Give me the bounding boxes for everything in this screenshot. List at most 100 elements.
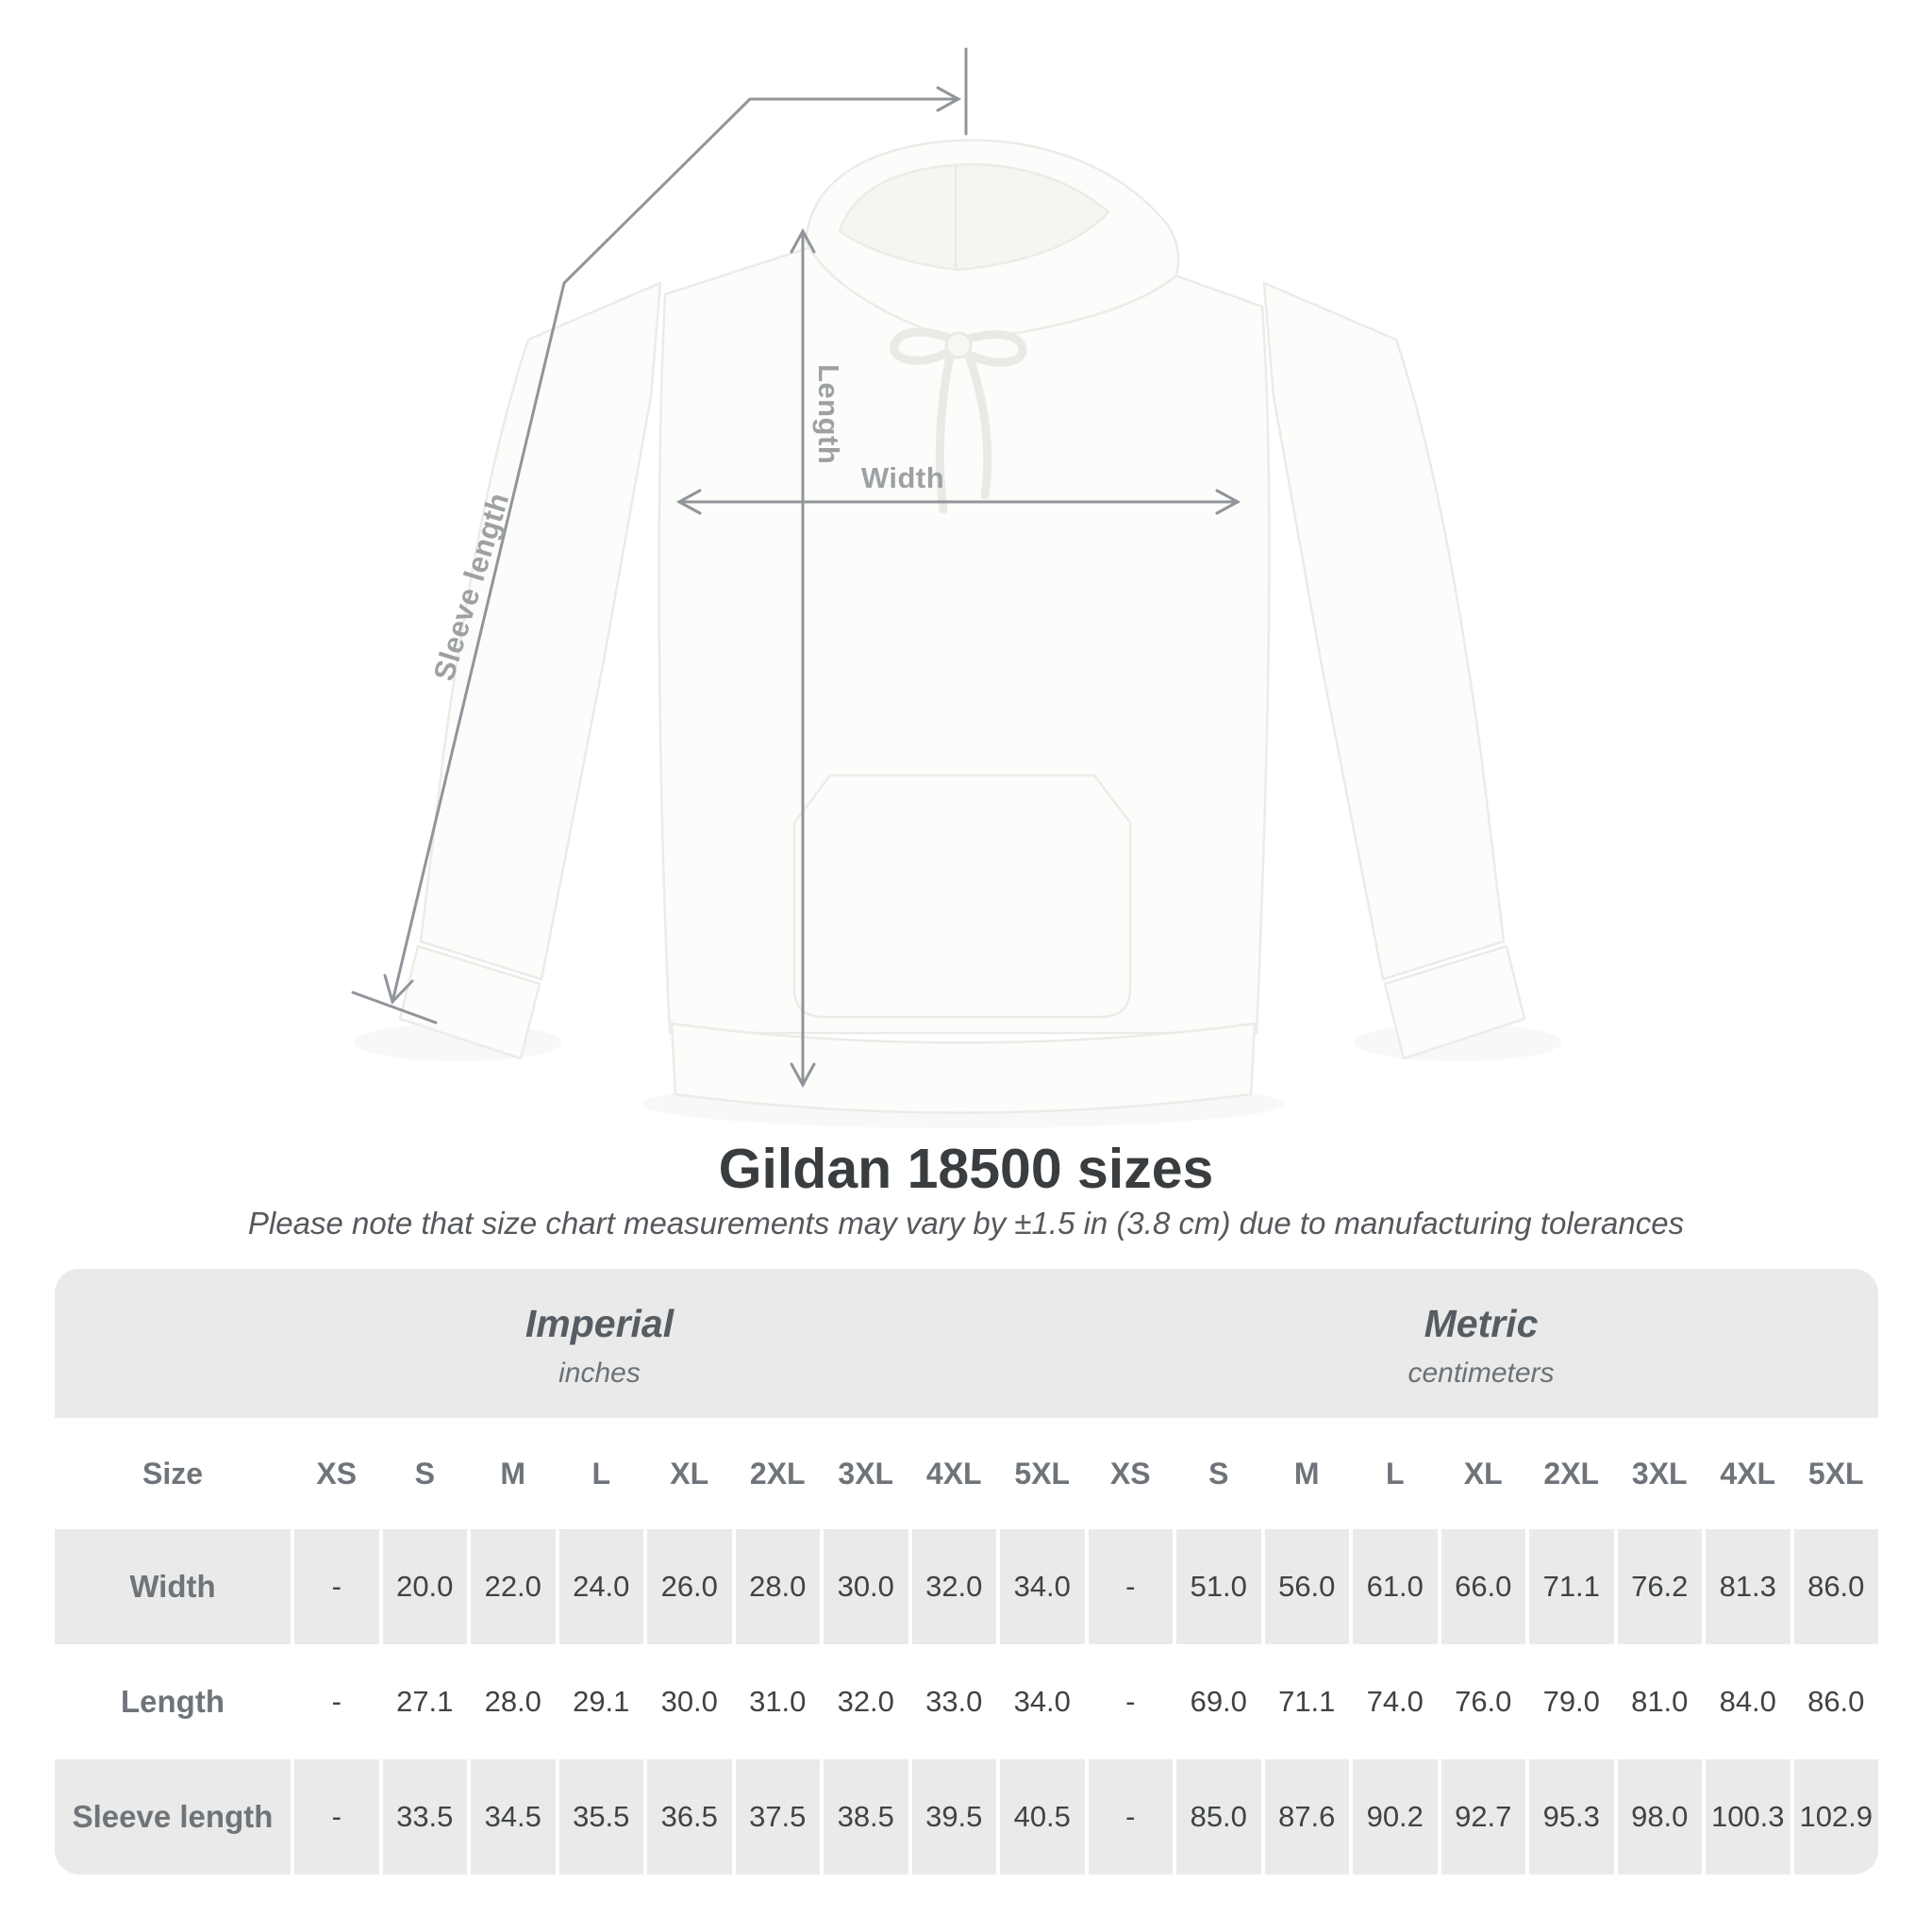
table-cell: 33.5 [382,1759,467,1874]
size-column-header: XL [1441,1418,1525,1529]
table-cell: - [1088,1759,1173,1874]
table-cell: 36.5 [647,1759,732,1874]
imperial-group-unit: inches [558,1357,641,1389]
size-grid: Size XS S M L XL 2XL 3XL 4XL 5XL XS S M L XL 2XL 3XL 4XL 5… [55,1418,1878,1874]
sleeve-arrow-head-right [936,86,962,112]
size-column-header: 4XL [911,1418,996,1529]
table-cell: 71.1 [1529,1529,1614,1644]
table-cell: 81.0 [1617,1644,1702,1759]
imperial-group-title: Imperial [525,1301,675,1345]
table-cell: 95.3 [1529,1759,1614,1874]
size-table: Imperial inches Metric centimeters Size X… [55,1269,1878,1874]
length-arrow-head-bottom [790,1062,816,1089]
table-cell: - [1088,1644,1173,1759]
table-cell: 34.0 [1000,1529,1085,1644]
metric-group-header: Metric centimeters [1084,1269,1878,1418]
table-cell: 27.1 [382,1644,467,1759]
table-cell: 76.0 [1441,1644,1525,1759]
table-cell: 34.5 [471,1759,556,1874]
imperial-group-header: Imperial inches [55,1269,1084,1418]
table-cell: 51.0 [1176,1529,1261,1644]
table-cell: 84.0 [1706,1644,1790,1759]
hem-ribbing [670,1022,1257,1114]
size-column-header: M [1264,1418,1349,1529]
page-subtitle: Please note that size chart measurements… [247,1206,1685,1241]
table-cell: 40.5 [1000,1759,1085,1874]
size-column-header: XL [647,1418,732,1529]
table-cell: 26.0 [647,1529,732,1644]
row-label: Width [55,1529,291,1644]
table-cell: 20.0 [382,1529,467,1644]
table-cell: 35.5 [558,1759,643,1874]
table-cell: 39.5 [911,1759,996,1874]
sleeve-arrow-head-bottom [383,974,414,1005]
size-column-header: S [1176,1418,1261,1529]
width-measure-label: Width [860,461,945,494]
table-cell: 66.0 [1441,1529,1525,1644]
table-row: Sleeve length -33.5 34.5 35.5 36.5 37.5 38.5 39… [55,1759,1878,1874]
table-cell: 81.3 [1706,1529,1790,1644]
size-column-header: L [1353,1418,1438,1529]
drawstring-knot [944,331,973,359]
size-column-header: XS [294,1418,379,1529]
table-cell: 38.5 [824,1759,908,1874]
table-cell: 86.0 [1793,1529,1878,1644]
hood-interior [838,163,1110,272]
table-cell: 98.0 [1617,1759,1702,1874]
table-cell: 56.0 [1264,1529,1349,1644]
table-cell: 61.0 [1353,1529,1438,1644]
table-cell: 24.0 [558,1529,643,1644]
table-cell: 85.0 [1176,1759,1261,1874]
unit-group-band: Imperial inches Metric centimeters [55,1269,1878,1418]
left-cuff [398,944,541,1060]
size-column-header: 5XL [1000,1418,1085,1529]
sleeve-arrow-line [391,97,960,1004]
table-cell: 31.0 [735,1644,820,1759]
table-cell: 74.0 [1353,1644,1438,1759]
size-column-header: XS [1088,1418,1173,1529]
table-cell: 33.0 [911,1644,996,1759]
table-cell: 29.1 [558,1644,643,1759]
table-row: Size XS S M L XL 2XL 3XL 4XL 5XL XS S M L XL 2XL 3XL 4XL 5… [55,1418,1878,1529]
table-row: Length -27.1 28.0 29.1 30.0 31.0 32.0 33.0 34.0-… [55,1644,1878,1759]
size-column-header: 3XL [824,1418,908,1529]
table-cell: 30.0 [647,1644,732,1759]
table-cell: 22.0 [471,1529,556,1644]
table-cell: 30.0 [824,1529,908,1644]
size-column-header: M [471,1418,556,1529]
size-column-header: S [382,1418,467,1529]
table-cell: 34.0 [1000,1644,1085,1759]
row-label: Length [55,1644,291,1759]
table-cell: 92.7 [1441,1759,1525,1874]
table-cell: 79.0 [1529,1644,1614,1759]
metric-group-unit: centimeters [1407,1357,1555,1389]
size-column-header: L [558,1418,643,1529]
size-column-header: 4XL [1706,1418,1790,1529]
table-cell: 90.2 [1353,1759,1438,1874]
metric-group-title: Metric [1424,1301,1539,1345]
row-label: Sleeve length [55,1759,291,1874]
width-arrow-head-right [1215,489,1241,515]
table-cell: 102.9 [1793,1759,1878,1874]
drawstrings [890,327,1027,514]
kangaroo-pocket [792,774,1132,1019]
table-cell: - [294,1759,379,1874]
size-column-header: 3XL [1617,1418,1702,1529]
table-cell: 87.6 [1264,1759,1349,1874]
table-cell: - [294,1529,379,1644]
size-column-header: 5XL [1793,1418,1878,1529]
size-header-label: Size [55,1418,291,1529]
right-sleeve [1262,281,1506,981]
left-sleeve [419,281,662,981]
length-measure-label: Length [812,364,845,465]
table-cell: - [294,1644,379,1759]
table-cell: - [1088,1529,1173,1644]
table-cell: 32.0 [911,1529,996,1644]
table-cell: 71.1 [1264,1644,1349,1759]
table-cell: 100.3 [1706,1759,1790,1874]
page-title: Gildan 18500 sizes [718,1138,1214,1200]
width-arrow-head-left [675,489,702,515]
table-cell: 37.5 [735,1759,820,1874]
